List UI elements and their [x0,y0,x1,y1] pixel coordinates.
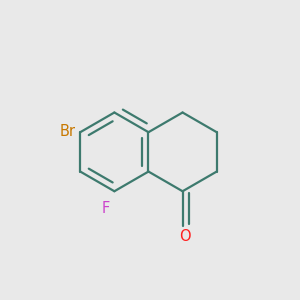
Text: Br: Br [59,124,75,139]
Text: O: O [178,229,190,244]
Text: F: F [102,201,110,216]
